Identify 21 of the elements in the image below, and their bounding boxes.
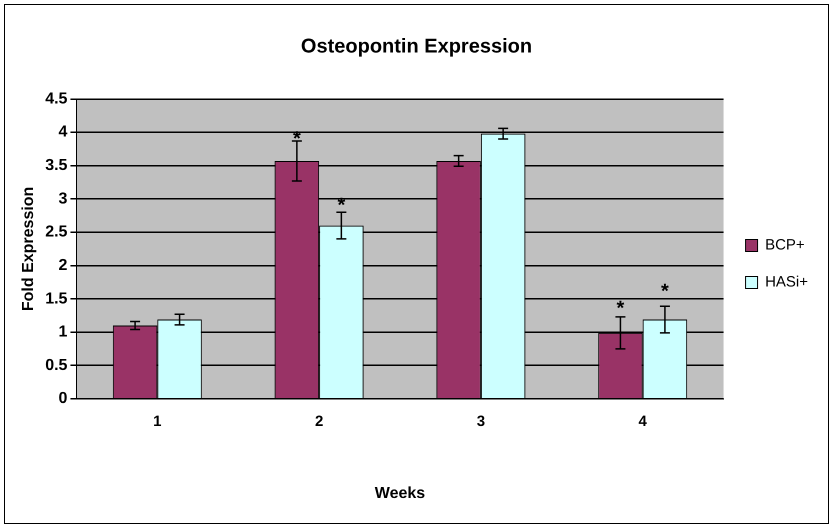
y-tick-label: 1 — [58, 324, 68, 341]
y-tick-label: 1.5 — [45, 290, 68, 308]
legend-label: BCP+ — [765, 236, 805, 254]
annotation: * — [616, 297, 625, 320]
y-tick-label: 3.5 — [45, 157, 68, 174]
legend-label: HASi+ — [765, 274, 808, 291]
x-tick-label: 1 — [153, 412, 162, 430]
x-axis-title: Weeks — [374, 484, 426, 502]
y-tick-label: 4.5 — [45, 90, 68, 108]
chart-title: Osteopontin Expression — [300, 36, 532, 58]
y-tick-label: 0 — [58, 390, 68, 408]
x-tick-label: 2 — [314, 412, 324, 430]
y-tick-label: 4 — [58, 124, 68, 141]
x-tick-label: 3 — [476, 412, 486, 430]
annotation: * — [661, 280, 670, 302]
y-tick-label: 2.5 — [45, 224, 68, 241]
x-tick-label: 4 — [638, 412, 648, 430]
y-tick-label: 3 — [58, 190, 68, 208]
y-tick-label: 0.5 — [45, 356, 68, 374]
y-axis-title: Fold Expression — [20, 186, 38, 312]
y-tick-label: 2 — [58, 256, 68, 274]
